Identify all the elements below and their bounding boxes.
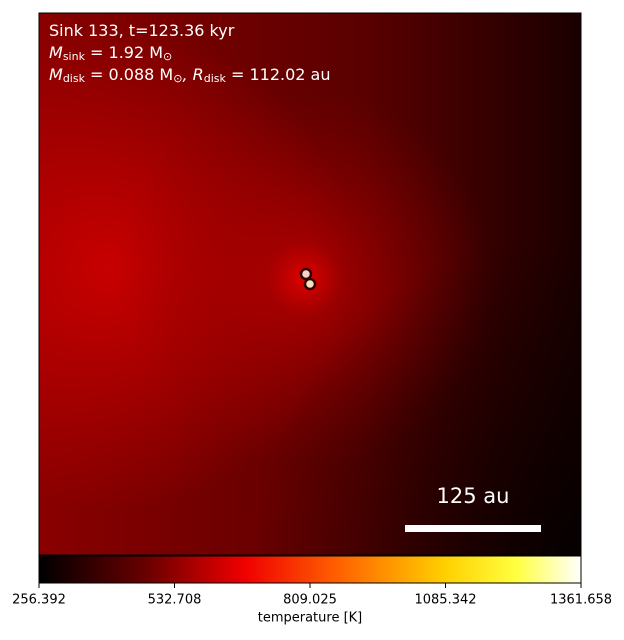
- tick-label: 532.708: [148, 593, 202, 608]
- annotation: Sink 133, t=123.36 kyr: [49, 21, 235, 40]
- tick-label: 1361.658: [550, 593, 612, 608]
- subscript: sink: [63, 50, 86, 63]
- text: M: [49, 43, 63, 62]
- colorbar-label: temperature [K]: [258, 611, 363, 626]
- tick-label: 256.392: [12, 593, 66, 608]
- subscript: ⊙: [173, 72, 182, 85]
- tick-label: 809.025: [283, 593, 337, 608]
- annotation: Mdisk​ = 0.088 M⊙​, Rdisk​ = 112.02 au: [49, 65, 330, 86]
- sink: [299, 267, 313, 281]
- subscript: disk: [63, 72, 86, 85]
- text: = 1.92 M: [85, 43, 163, 62]
- text: M: [49, 65, 63, 84]
- text: = 0.088 M: [85, 65, 173, 84]
- text: , R: [182, 65, 203, 84]
- subscript: ⊙: [163, 50, 172, 63]
- text: Sink 133, t=123.36 kyr: [49, 21, 235, 40]
- annotation: Msink​ = 1.92 M⊙​: [49, 43, 172, 64]
- sink: [303, 277, 317, 291]
- colorbar: [38, 555, 582, 584]
- scale-bar-label: 125 au: [437, 484, 510, 508]
- text: = 112.02 au: [226, 65, 331, 84]
- subscript: disk: [204, 72, 227, 85]
- scale-bar: [405, 525, 541, 532]
- tick-label: 1085.342: [414, 593, 476, 608]
